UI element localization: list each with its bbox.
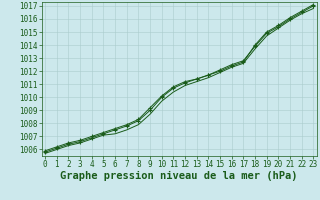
X-axis label: Graphe pression niveau de la mer (hPa): Graphe pression niveau de la mer (hPa)	[60, 171, 298, 181]
